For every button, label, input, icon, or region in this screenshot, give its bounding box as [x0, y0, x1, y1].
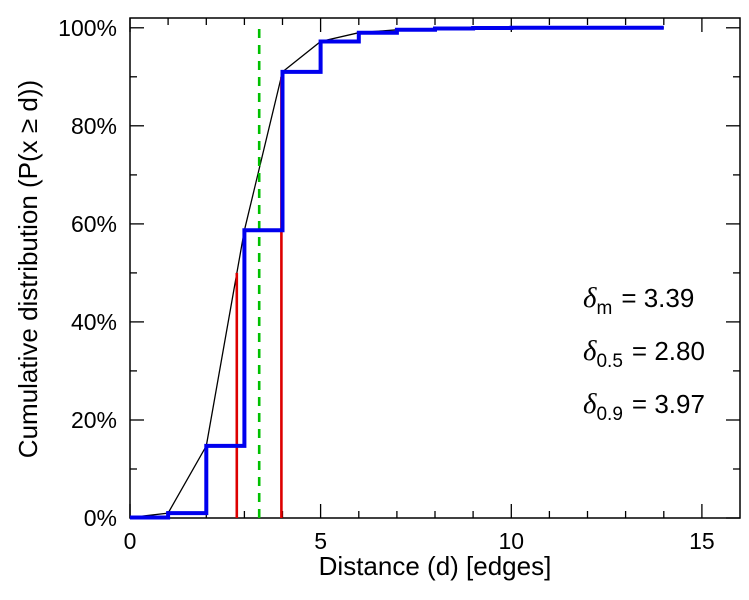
annotation-mean-distance: δm = 3.39 [583, 282, 705, 335]
annotation-median-distance: δ0.5 = 2.80 [583, 335, 705, 388]
delta-subscript: 0.9 [596, 404, 623, 425]
y-tick-label: 60% [71, 211, 117, 237]
empirical-cdf-steps-line [130, 25, 664, 520]
delta-symbol: δ [583, 282, 597, 314]
delta-symbol: δ [583, 388, 597, 420]
plot-border [129, 17, 741, 519]
axes-and-ticks: 0 5 10 15 0% 20% 40% 60% 80% 100% [58, 15, 741, 554]
x-tick-label: 10 [499, 528, 525, 554]
annotation-p90-distance: δ0.9 = 3.97 [583, 388, 705, 441]
delta-subscript: m [596, 298, 613, 319]
y-axis-title: Cumulative distribution (P(x ≥ d)) [13, 79, 43, 459]
stats-annotations: δm = 3.39 δ0.5 = 2.80 δ0.9 = 3.97 [583, 282, 705, 441]
annotation-value: = 3.97 [631, 389, 705, 419]
x-tick-label: 0 [124, 528, 137, 554]
y-tick-label: 20% [71, 407, 117, 433]
delta-symbol: δ [583, 335, 597, 367]
annotation-value: = 3.39 [621, 283, 695, 313]
x-axis-title: Distance (d) [edges] [318, 551, 552, 581]
y-tick-label: 80% [71, 113, 117, 139]
y-tick-label: 40% [71, 309, 117, 335]
annotation-value: = 2.80 [631, 336, 705, 366]
y-tick-label: 0% [84, 505, 117, 531]
y-tick-label: 100% [58, 15, 117, 41]
series-lines [129, 22, 664, 520]
delta-subscript: 0.5 [596, 351, 623, 372]
x-tick-label: 15 [689, 528, 715, 554]
x-tick-label: 5 [314, 528, 327, 554]
